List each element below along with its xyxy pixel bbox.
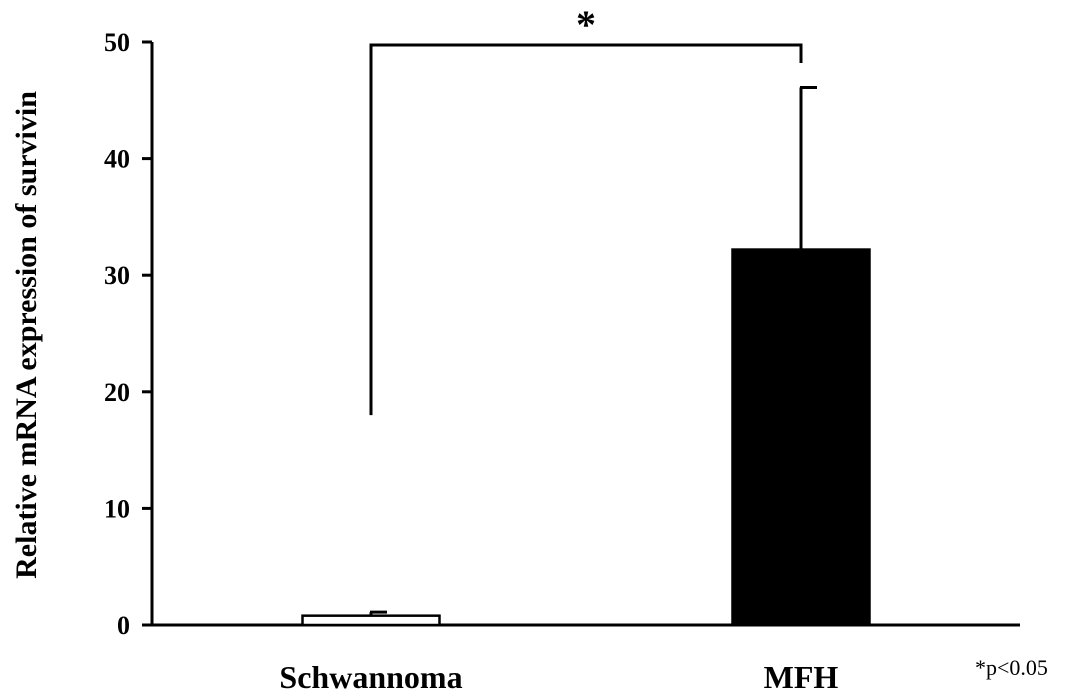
bar-schwannoma [301, 614, 441, 627]
axes [150, 42, 1020, 627]
bars [301, 248, 871, 627]
y-axis-title-group: Relative mRNA expression of survivin [10, 91, 43, 579]
significance-marker: * [576, 2, 596, 47]
y-tick-label: 30 [104, 261, 130, 290]
bar-mfh [731, 248, 871, 627]
y-tick-label: 20 [104, 378, 130, 407]
significance-bracket: * [369, 2, 803, 416]
y-ticks: 0 10 20 30 40 50 [104, 28, 152, 640]
y-tick-label: 10 [104, 494, 130, 523]
error-bars [369, 85, 817, 616]
significance-bracket-line [369, 43, 803, 416]
category-label: Schwannoma [279, 659, 462, 695]
y-tick-label: 0 [117, 611, 130, 640]
category-labels: Schwannoma MFH [279, 659, 838, 695]
y-axis-title: Relative mRNA expression of survivin [10, 91, 43, 579]
y-tick-label: 40 [104, 145, 130, 174]
category-label: MFH [764, 659, 839, 695]
footnote: *p<0.05 [975, 655, 1048, 680]
y-tick-label: 50 [104, 28, 130, 57]
